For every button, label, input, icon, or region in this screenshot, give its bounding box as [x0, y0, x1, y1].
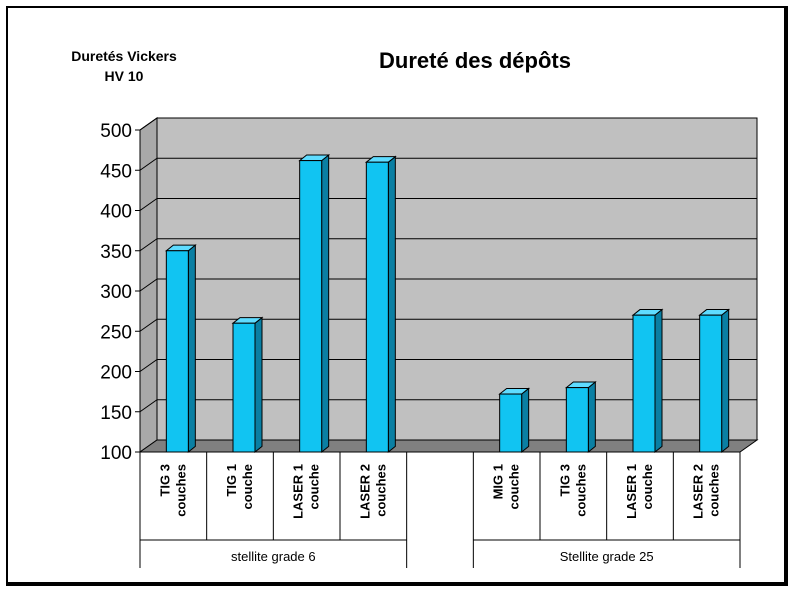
x-category-label-line-1: MIG 1: [491, 464, 506, 499]
x-category-label-line-2: couches: [173, 464, 188, 517]
y-axis-label-line-1: Duretés Vickers: [71, 48, 177, 64]
bar: [499, 393, 523, 453]
gridline-side: [139, 359, 158, 372]
bar-side: [387, 155, 396, 454]
y-axis-label-line-2: HV 10: [104, 68, 144, 84]
bar: [632, 314, 656, 453]
x-category-label-line-1: LASER 2: [357, 464, 372, 519]
x-category-label-line-2: couche: [640, 464, 655, 510]
y-tick-label: 400: [100, 202, 132, 223]
y-tick-label: 500: [100, 121, 132, 142]
y-tick-label: 450: [100, 161, 132, 182]
y-tick-label: 200: [100, 363, 132, 384]
bar-side: [654, 308, 663, 454]
bar: [565, 387, 589, 453]
x-category-label: TIG 1couche: [224, 464, 255, 510]
gridline-side: [139, 278, 158, 292]
y-tick-label: 250: [100, 322, 132, 343]
x-category-label: LASER 2couches: [691, 464, 722, 519]
x-category-label: LASER 1couche: [291, 464, 322, 519]
chart-title: Dureté des dépôts: [379, 48, 571, 73]
x-category-label-line-2: couches: [373, 464, 388, 517]
bar: [299, 160, 323, 453]
bar-side: [587, 380, 596, 454]
x-category-label-line-2: couches: [707, 464, 722, 517]
x-category-label-line-2: couches: [573, 464, 588, 517]
x-category-label-line-1: TIG 1: [224, 464, 239, 497]
bar: [699, 314, 723, 453]
gridline-side: [139, 157, 158, 171]
bar-side: [187, 244, 196, 454]
y-tick-label: 350: [100, 242, 132, 263]
x-category-label-line-1: LASER 1: [624, 464, 639, 519]
bar: [365, 161, 389, 453]
x-category-label-line-1: LASER 1: [291, 464, 306, 519]
bar-side: [721, 308, 730, 454]
gridline-side: [139, 117, 158, 131]
y-tick-label: 300: [100, 282, 132, 303]
x-category-label: MIG 1couche: [491, 464, 522, 510]
x-group-label: Stellite grade 25: [560, 549, 654, 564]
bar-side: [254, 316, 263, 454]
x-category-label-line-2: couche: [307, 464, 322, 510]
y-axis-label: Duretés Vickers HV 10: [44, 46, 204, 86]
x-category-label-line-1: TIG 3: [557, 464, 572, 497]
bar: [165, 250, 189, 453]
y-tick-label: 150: [100, 403, 132, 424]
gridline-side: [139, 198, 158, 211]
x-category-label-line-2: couche: [507, 464, 522, 510]
x-category-label-line-1: LASER 2: [691, 464, 706, 519]
bar: [232, 322, 256, 453]
gridline-side: [139, 318, 158, 332]
gridline-side: [139, 399, 158, 413]
x-category-label-line-2: couche: [240, 464, 255, 510]
y-tick-label: 100: [100, 443, 132, 464]
bar-side: [521, 387, 530, 454]
x-category-label: TIG 3couches: [557, 464, 588, 517]
x-category-label: LASER 1couche: [624, 464, 655, 519]
bar-side: [321, 153, 330, 454]
x-group-label: stellite grade 6: [231, 549, 316, 564]
x-category-label: LASER 2couches: [357, 464, 388, 519]
x-category-label: TIG 3couches: [157, 464, 188, 517]
x-category-label-line-1: TIG 3: [157, 464, 172, 497]
gridline-side: [139, 238, 158, 252]
